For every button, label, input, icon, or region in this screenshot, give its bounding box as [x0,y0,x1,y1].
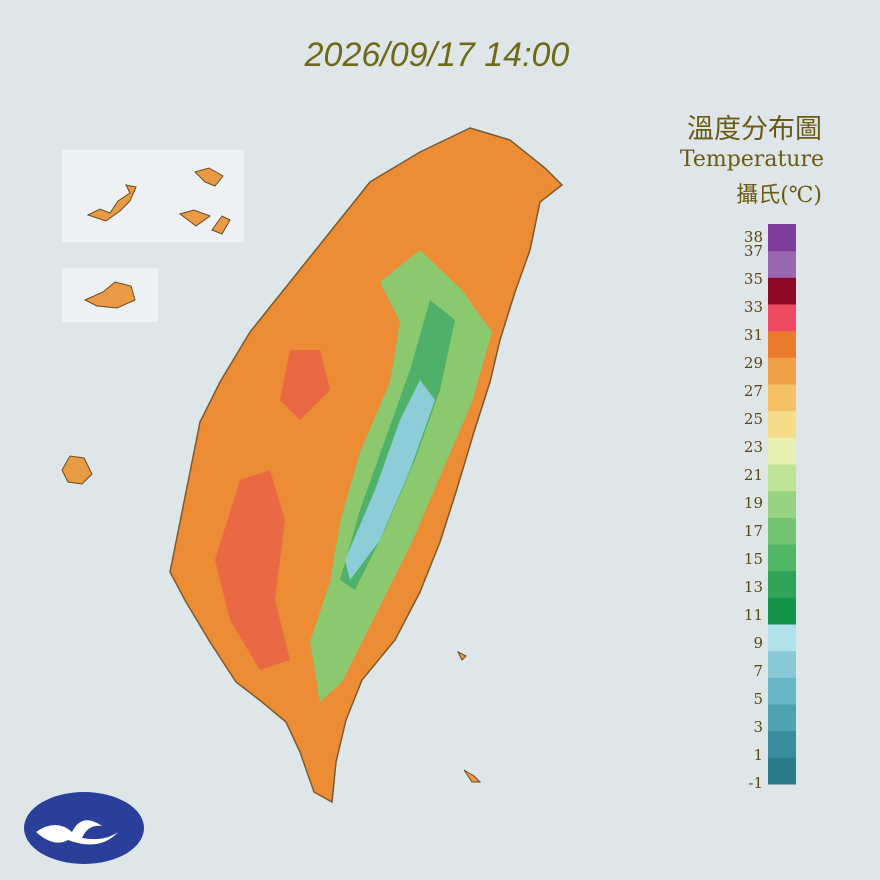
legend-band [768,624,796,652]
legend-label: 35 [744,270,763,288]
timestamp: 2026/09/17 14:00 [304,36,570,74]
legend-label: 1 [753,746,763,764]
legend-band [768,730,796,758]
legend-band [768,570,796,598]
islands [61,167,482,783]
legend-band [768,330,796,358]
legend-band [768,304,796,332]
legend-label: 17 [744,522,763,540]
legend-label: 27 [744,382,763,400]
legend-label: 21 [744,466,763,484]
hot-zone [215,470,290,670]
legend-band [768,277,796,305]
legend-label: 25 [744,410,763,428]
legend-band [768,410,796,438]
legend-band [768,677,796,705]
legend-label: 7 [753,662,763,680]
legend-label: -1 [748,774,763,792]
legend-band [768,224,796,252]
legend-band [768,757,796,785]
legend-label: 37 [744,242,763,260]
legend-band [768,464,796,492]
legend-unit: 攝氏(℃) [736,183,822,208]
legend-label: 31 [744,326,763,344]
logo-swirl [36,820,118,845]
legend-band [768,517,796,545]
legend-label: 13 [744,578,763,596]
legend-label: 11 [744,606,763,624]
legend-band [768,357,796,385]
legend-band [768,544,796,572]
legend-label: 38 [744,228,763,246]
legend-label: 3 [753,718,763,736]
legend-label: 33 [744,298,763,316]
legend-band [768,437,796,465]
legend-band [768,490,796,518]
legend-title: 溫度分布圖 [687,114,822,145]
inset-box [62,150,244,242]
legend-label: 9 [753,634,763,652]
legend-label: 29 [744,354,763,372]
legend-label: 5 [753,690,763,708]
legend-label: 19 [744,494,763,512]
legend-band [768,250,796,278]
legend-label: 15 [744,550,763,568]
hot-zone [280,350,330,420]
legend-band [768,650,796,678]
legend-subtitle: Temperature [680,147,824,172]
legend-band [768,704,796,732]
peak-zone [345,380,435,580]
legend-label: 23 [744,438,763,456]
legend-band [768,384,796,412]
legend-band [768,597,796,625]
